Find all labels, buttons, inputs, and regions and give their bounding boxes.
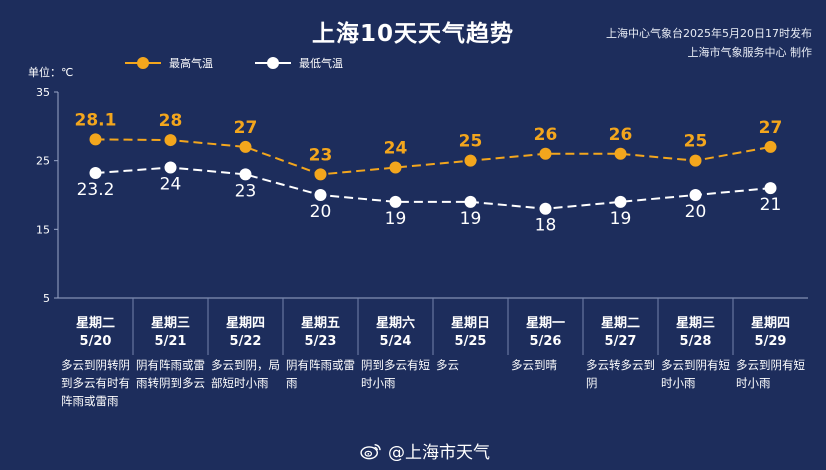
weekday-label: 星期二 <box>600 316 640 331</box>
low-temp-point <box>689 189 702 201</box>
low-temp-label: 19 <box>610 209 632 229</box>
unit-label: 单位：℃ <box>28 66 74 79</box>
low-temp-label: 24 <box>160 175 182 195</box>
weather-description: 多云到阴转阴到多云有时有阵雨或雷雨 <box>61 358 130 408</box>
series-line-low <box>95 166 771 210</box>
low-temp-label: 23 <box>235 181 257 201</box>
low-temp-point <box>539 202 552 215</box>
high-temp-label: 25 <box>459 132 483 152</box>
date-label: 5/21 <box>154 334 187 349</box>
high-temp-label: 26 <box>609 125 633 145</box>
high-temp-point <box>89 133 102 146</box>
date-label: 5/29 <box>754 334 787 349</box>
date-label: 5/23 <box>304 334 337 349</box>
high-temp-label: 27 <box>234 118 258 138</box>
weekday-label: 星期四 <box>225 316 265 331</box>
date-label: 5/22 <box>229 334 262 349</box>
weather-description: 阴有阵雨或雷雨转阴到多云 <box>136 358 205 390</box>
high-temp-point <box>314 168 327 181</box>
date-label: 5/26 <box>529 334 562 349</box>
high-temp-point <box>764 140 777 153</box>
low-temp-label: 19 <box>460 209 482 229</box>
legend-swatch-high <box>125 57 161 69</box>
weekday-label: 星期三 <box>150 316 190 331</box>
weekday-label: 星期四 <box>750 316 790 331</box>
weather-description: 阴到多云有短时小雨 <box>361 358 430 390</box>
weather-description: 多云 <box>436 358 459 372</box>
weekday-label: 星期六 <box>375 316 415 331</box>
low-temp-point <box>464 195 477 208</box>
legend-label-low: 最低气温 <box>299 57 343 70</box>
low-temp-point <box>164 161 177 174</box>
low-temp-label: 23.2 <box>77 180 115 200</box>
issuer-line-1: 上海中心气象台2025年5月20日17时发布 <box>606 27 812 40</box>
date-label: 5/27 <box>604 334 637 349</box>
low-temp-point <box>314 189 327 201</box>
low-temp-point <box>389 195 402 208</box>
high-temp-point <box>614 147 627 160</box>
high-temp-label: 24 <box>384 139 408 159</box>
date-label: 5/20 <box>79 334 112 349</box>
y-tick-label: 25 <box>36 155 50 168</box>
y-tick-label: 15 <box>36 223 50 236</box>
low-temp-point <box>614 195 627 208</box>
weibo-icon <box>360 443 381 459</box>
issuer-line-2: 上海市气象服务中心 制作 <box>687 46 813 59</box>
page-title: 上海10天天气趋势 <box>311 21 514 47</box>
high-temp-point <box>389 161 402 174</box>
weather-description: 多云到阴有短时小雨 <box>661 358 730 390</box>
high-temp-point <box>464 154 477 167</box>
series-line-high <box>95 138 771 176</box>
low-temp-point <box>239 168 252 181</box>
legend-item-low: 最低气温 <box>255 55 343 71</box>
weekday-label: 星期日 <box>450 316 490 331</box>
high-temp-label: 28 <box>159 111 183 131</box>
low-temp-label: 18 <box>535 216 557 236</box>
date-label: 5/25 <box>454 334 487 349</box>
weather-description: 阴有阵雨或雷雨 <box>286 358 355 390</box>
weather-description: 多云到阴，局部短时小雨 <box>211 358 280 390</box>
weather-description: 多云到晴 <box>511 358 557 372</box>
low-temp-label: 19 <box>385 209 407 229</box>
high-temp-label: 23 <box>309 145 333 165</box>
y-tick-label: 35 <box>36 86 50 99</box>
legend-label-high: 最高气温 <box>169 57 213 70</box>
low-temp-label: 20 <box>685 202 707 222</box>
weekday-label: 星期五 <box>300 316 340 331</box>
y-tick-label: 5 <box>43 292 50 305</box>
low-temp-point <box>764 182 777 195</box>
high-temp-point <box>239 140 252 153</box>
weekday-label: 星期三 <box>675 316 715 331</box>
high-temp-point <box>164 134 177 147</box>
date-label: 5/24 <box>379 334 412 349</box>
watermark-text: @上海市天气 <box>388 443 490 463</box>
low-temp-label: 21 <box>760 195 782 215</box>
high-temp-label: 26 <box>534 125 558 145</box>
high-temp-label: 25 <box>684 132 708 152</box>
weather-description: 多云到阴有短时小雨 <box>736 358 805 390</box>
issuer-info: 上海中心气象台2025年5月20日17时发布 上海市气象服务中心 制作 <box>606 24 812 62</box>
legend-swatch-low <box>255 57 291 69</box>
low-temp-label: 20 <box>310 202 332 222</box>
weekday-label: 星期一 <box>525 316 565 331</box>
high-temp-point <box>689 154 702 167</box>
high-temp-label: 27 <box>759 118 783 138</box>
date-label: 5/28 <box>679 334 712 349</box>
low-temp-point <box>89 167 102 180</box>
legend-item-high: 最高气温 <box>125 55 213 71</box>
legend: 最高气温 最低气温 <box>125 55 385 71</box>
weather-description: 多云转多云到阴 <box>586 358 655 390</box>
watermark: @上海市天气 <box>360 438 490 463</box>
weekday-label: 星期二 <box>75 316 115 331</box>
high-temp-point <box>539 147 552 160</box>
high-temp-label: 28.1 <box>75 110 117 130</box>
